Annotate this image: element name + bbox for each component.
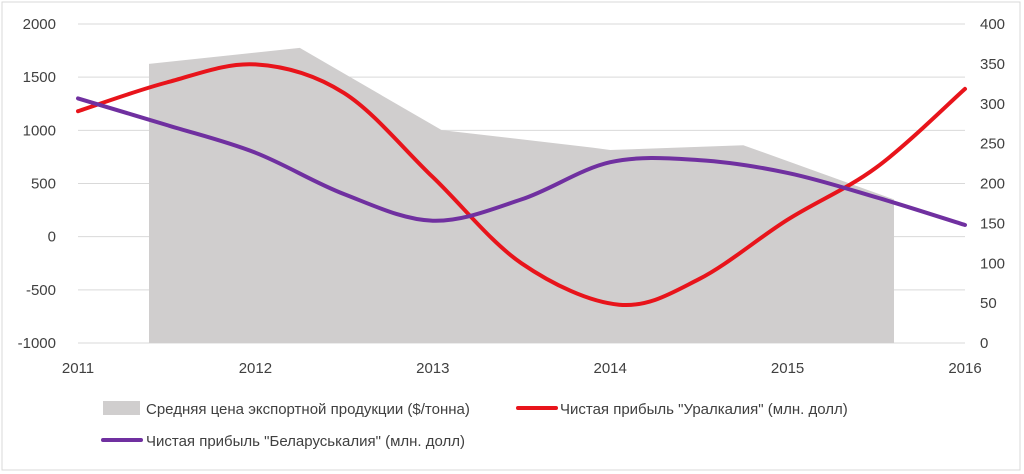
x-tick-label: 2011: [62, 360, 94, 377]
left-tick-label: -500: [26, 282, 56, 299]
left-tick-label: 2000: [23, 16, 56, 33]
x-tick-label: 2016: [948, 360, 981, 377]
left-tick-label: 1500: [23, 69, 56, 86]
right-tick-label: 100: [980, 255, 1005, 272]
right-tick-label: 0: [980, 335, 988, 352]
right-tick-label: 300: [980, 96, 1005, 113]
x-tick-label: 2015: [771, 360, 804, 377]
left-tick-label: -1000: [18, 335, 56, 352]
legend-label-area: Средняя цена экспортной продукции ($/тон…: [146, 401, 470, 418]
right-tick-label: 150: [980, 215, 1005, 232]
left-tick-label: 0: [48, 229, 56, 246]
area-layer: [149, 47, 894, 344]
legend: Средняя цена экспортной продукции ($/тон…: [101, 401, 848, 450]
right-tick-label: 250: [980, 136, 1005, 153]
legend-item-uralkali: Чистая прибыль "Уралкалия" (млн. долл): [516, 401, 848, 418]
x-tick-label: 2012: [239, 360, 272, 377]
x-axis-ticks: 2011 2012 2013 2014 2015 2016: [62, 360, 982, 377]
left-tick-label: 1000: [23, 122, 56, 139]
legend-item-area: Средняя цена экспортной продукции ($/тон…: [103, 401, 470, 418]
legend-swatch-area: [103, 401, 140, 415]
left-tick-label: 500: [31, 176, 56, 193]
right-tick-label: 50: [980, 295, 997, 312]
right-tick-label: 400: [980, 16, 1005, 33]
legend-label-belaruskali: Чистая прибыль "Беларуськалия" (млн. дол…: [146, 433, 465, 450]
left-axis-ticks: 2000 1500 1000 500 0 -500 -1000: [18, 16, 56, 352]
series-area-export-price: [149, 47, 894, 344]
right-tick-label: 350: [980, 56, 1005, 73]
series-line-belaruskali: [76, 96, 967, 227]
legend-item-belaruskali: Чистая прибыль "Беларуськалия" (млн. дол…: [101, 433, 465, 450]
right-tick-label: 200: [980, 176, 1005, 193]
line-layer: [76, 62, 967, 308]
x-tick-label: 2013: [416, 360, 449, 377]
right-axis-ticks: 400 350 300 250 200 150 100 50 0: [980, 16, 1005, 352]
legend-label-uralkali: Чистая прибыль "Уралкалия" (млн. долл): [560, 401, 848, 418]
series-line-uralkali: [76, 62, 967, 308]
x-tick-label: 2014: [594, 360, 627, 377]
